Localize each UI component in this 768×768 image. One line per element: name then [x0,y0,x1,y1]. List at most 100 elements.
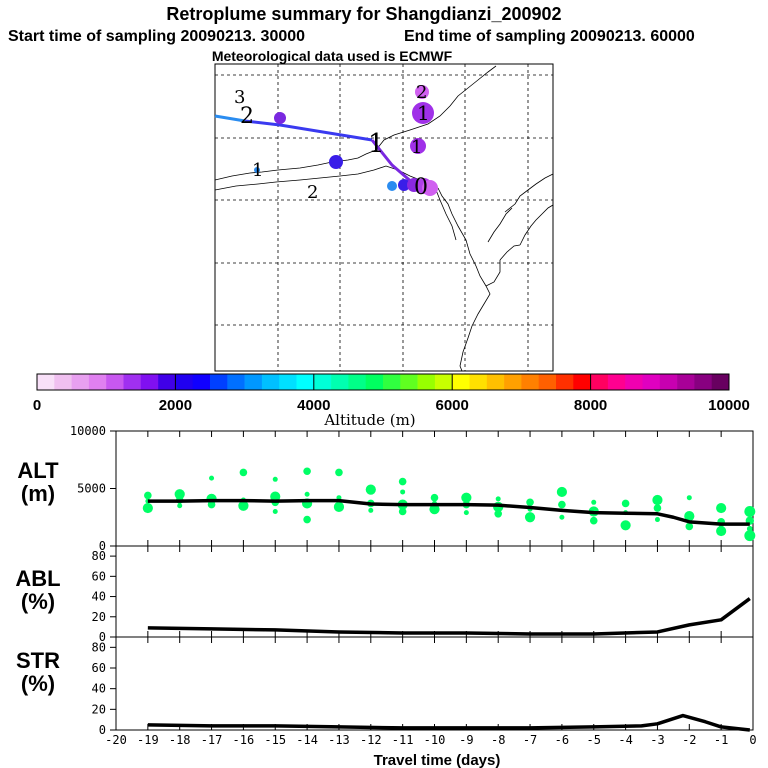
colorbar-swatch [331,374,349,390]
altitude-scatter-point [591,499,597,505]
colorbar-tick-label: 10000 [708,397,750,414]
altitude-scatter-point [526,498,534,507]
colorbar-tick-label: 6000 [436,397,469,414]
colorbar-swatch [694,374,712,390]
y-tick-label: 0 [99,539,106,553]
colorbar-swatch [625,374,643,390]
abl-panel-unit: (%) [21,589,55,614]
colorbar-swatch [434,374,453,390]
altitude-scatter-point [716,525,727,537]
plume-label: 1 [411,137,422,158]
altitude-scatter-point [398,507,407,516]
cluster-marker [274,112,286,124]
altitude-scatter-point [558,500,566,509]
map-frame [214,63,554,372]
plume-label: 1 [368,129,385,159]
plume-label: 2 [307,182,318,203]
colorbar-swatch [607,374,626,390]
altitude-scatter-point [303,467,311,476]
colorbar-swatch [452,374,470,390]
altitude-scatter-point [333,501,345,512]
colorbar-swatch [313,374,332,390]
alt-chart: 0 5000 10000 [70,424,756,553]
colorbar-tick-label: 2000 [159,397,192,414]
x-tick-label: -17 [201,733,223,747]
plume-label: 0 [414,175,428,200]
x-tick-label: -5 [587,733,601,747]
altitude-scatter-point [238,500,249,511]
altitude-scatter-point [556,486,568,498]
altitude-scatter-point [524,512,536,523]
cluster-marker [398,179,410,191]
colorbar-swatch [71,374,90,390]
figure-title: Retroplume summary for Shangdianzi_20090… [166,4,561,24]
plume-label: 2 [416,82,427,103]
plume-clusters [254,85,438,196]
panel-frame [115,430,754,547]
x-tick-label: -4 [618,733,632,747]
y-tick-label: 0 [99,723,106,737]
colorbar-swatch [590,374,609,390]
x-tick-label: -19 [137,733,159,747]
y-tick-label: 60 [92,569,106,583]
y-tick-label: 5000 [77,482,106,496]
altitude-scatter-point [142,502,153,514]
map-coastlines [214,65,554,372]
y-tick-label: 60 [92,661,106,675]
altitude-scatter-point [652,494,663,506]
colorbar-swatch [192,374,211,390]
plume-label: 3 [234,87,245,108]
altitude-scatter-point [620,520,631,531]
colorbar-swatch [261,374,280,390]
x-axis-label: Travel time (days) [374,752,501,768]
y-tick-label: 80 [92,549,106,563]
x-tick-label: -12 [360,733,382,747]
altitude-scatter-point [304,491,310,497]
colorbar-swatch [659,374,678,390]
altitude-scatter-point [365,484,376,495]
colorbar-swatch [175,374,193,390]
series-line [147,498,750,526]
abl-panel-label: ABL [15,566,60,591]
altitude-scatter-point [368,507,374,513]
x-tick-label: -10 [424,733,446,747]
altitude-scatter-point [272,509,278,514]
x-tick-label: -2 [682,733,696,747]
start-time-label: Start time of sampling 20090213. 30000 [8,28,305,45]
series-line [147,713,751,732]
x-tick-label: -6 [555,733,569,747]
altitude-scatter-point [654,517,660,523]
colorbar-swatch [348,374,366,390]
colorbar-swatch [158,374,176,390]
altitude-scatter-point [177,503,183,509]
altitude-scatter-point [174,489,185,500]
colorbar-swatch [486,374,505,390]
colorbar-swatch [227,374,245,390]
cluster-marker [415,85,429,99]
y-tick-label: 80 [92,640,106,654]
colorbar-swatch [210,374,228,390]
x-tick-label: -13 [328,733,350,747]
colorbar-swatch [400,374,418,390]
x-tick-label: -1 [714,733,728,747]
x-tick-label: -8 [491,733,505,747]
colorbar-swatch [642,374,661,390]
altitude-scatter-point [429,504,440,515]
panel-frame [115,545,754,638]
y-tick-label: 0 [99,630,106,644]
colorbar-tick-label: 8000 [574,397,607,414]
series-line [147,597,751,636]
str-panel-unit: (%) [21,671,55,696]
x-tick-label: -14 [296,733,318,747]
altitude-scatter-point [744,530,756,542]
x-tick-label: -9 [459,733,473,747]
colorbar-tick-label: 4000 [297,397,330,414]
x-tick-label: -16 [233,733,255,747]
altitude-scatter-point [303,515,311,524]
altitude-scatter-point [239,468,248,477]
y-tick-label: 20 [92,610,106,624]
colorbar-swatch [417,374,436,390]
colorbar-swatch [54,374,72,390]
colorbar-swatch [365,374,384,390]
plume-label: 1 [417,101,430,125]
